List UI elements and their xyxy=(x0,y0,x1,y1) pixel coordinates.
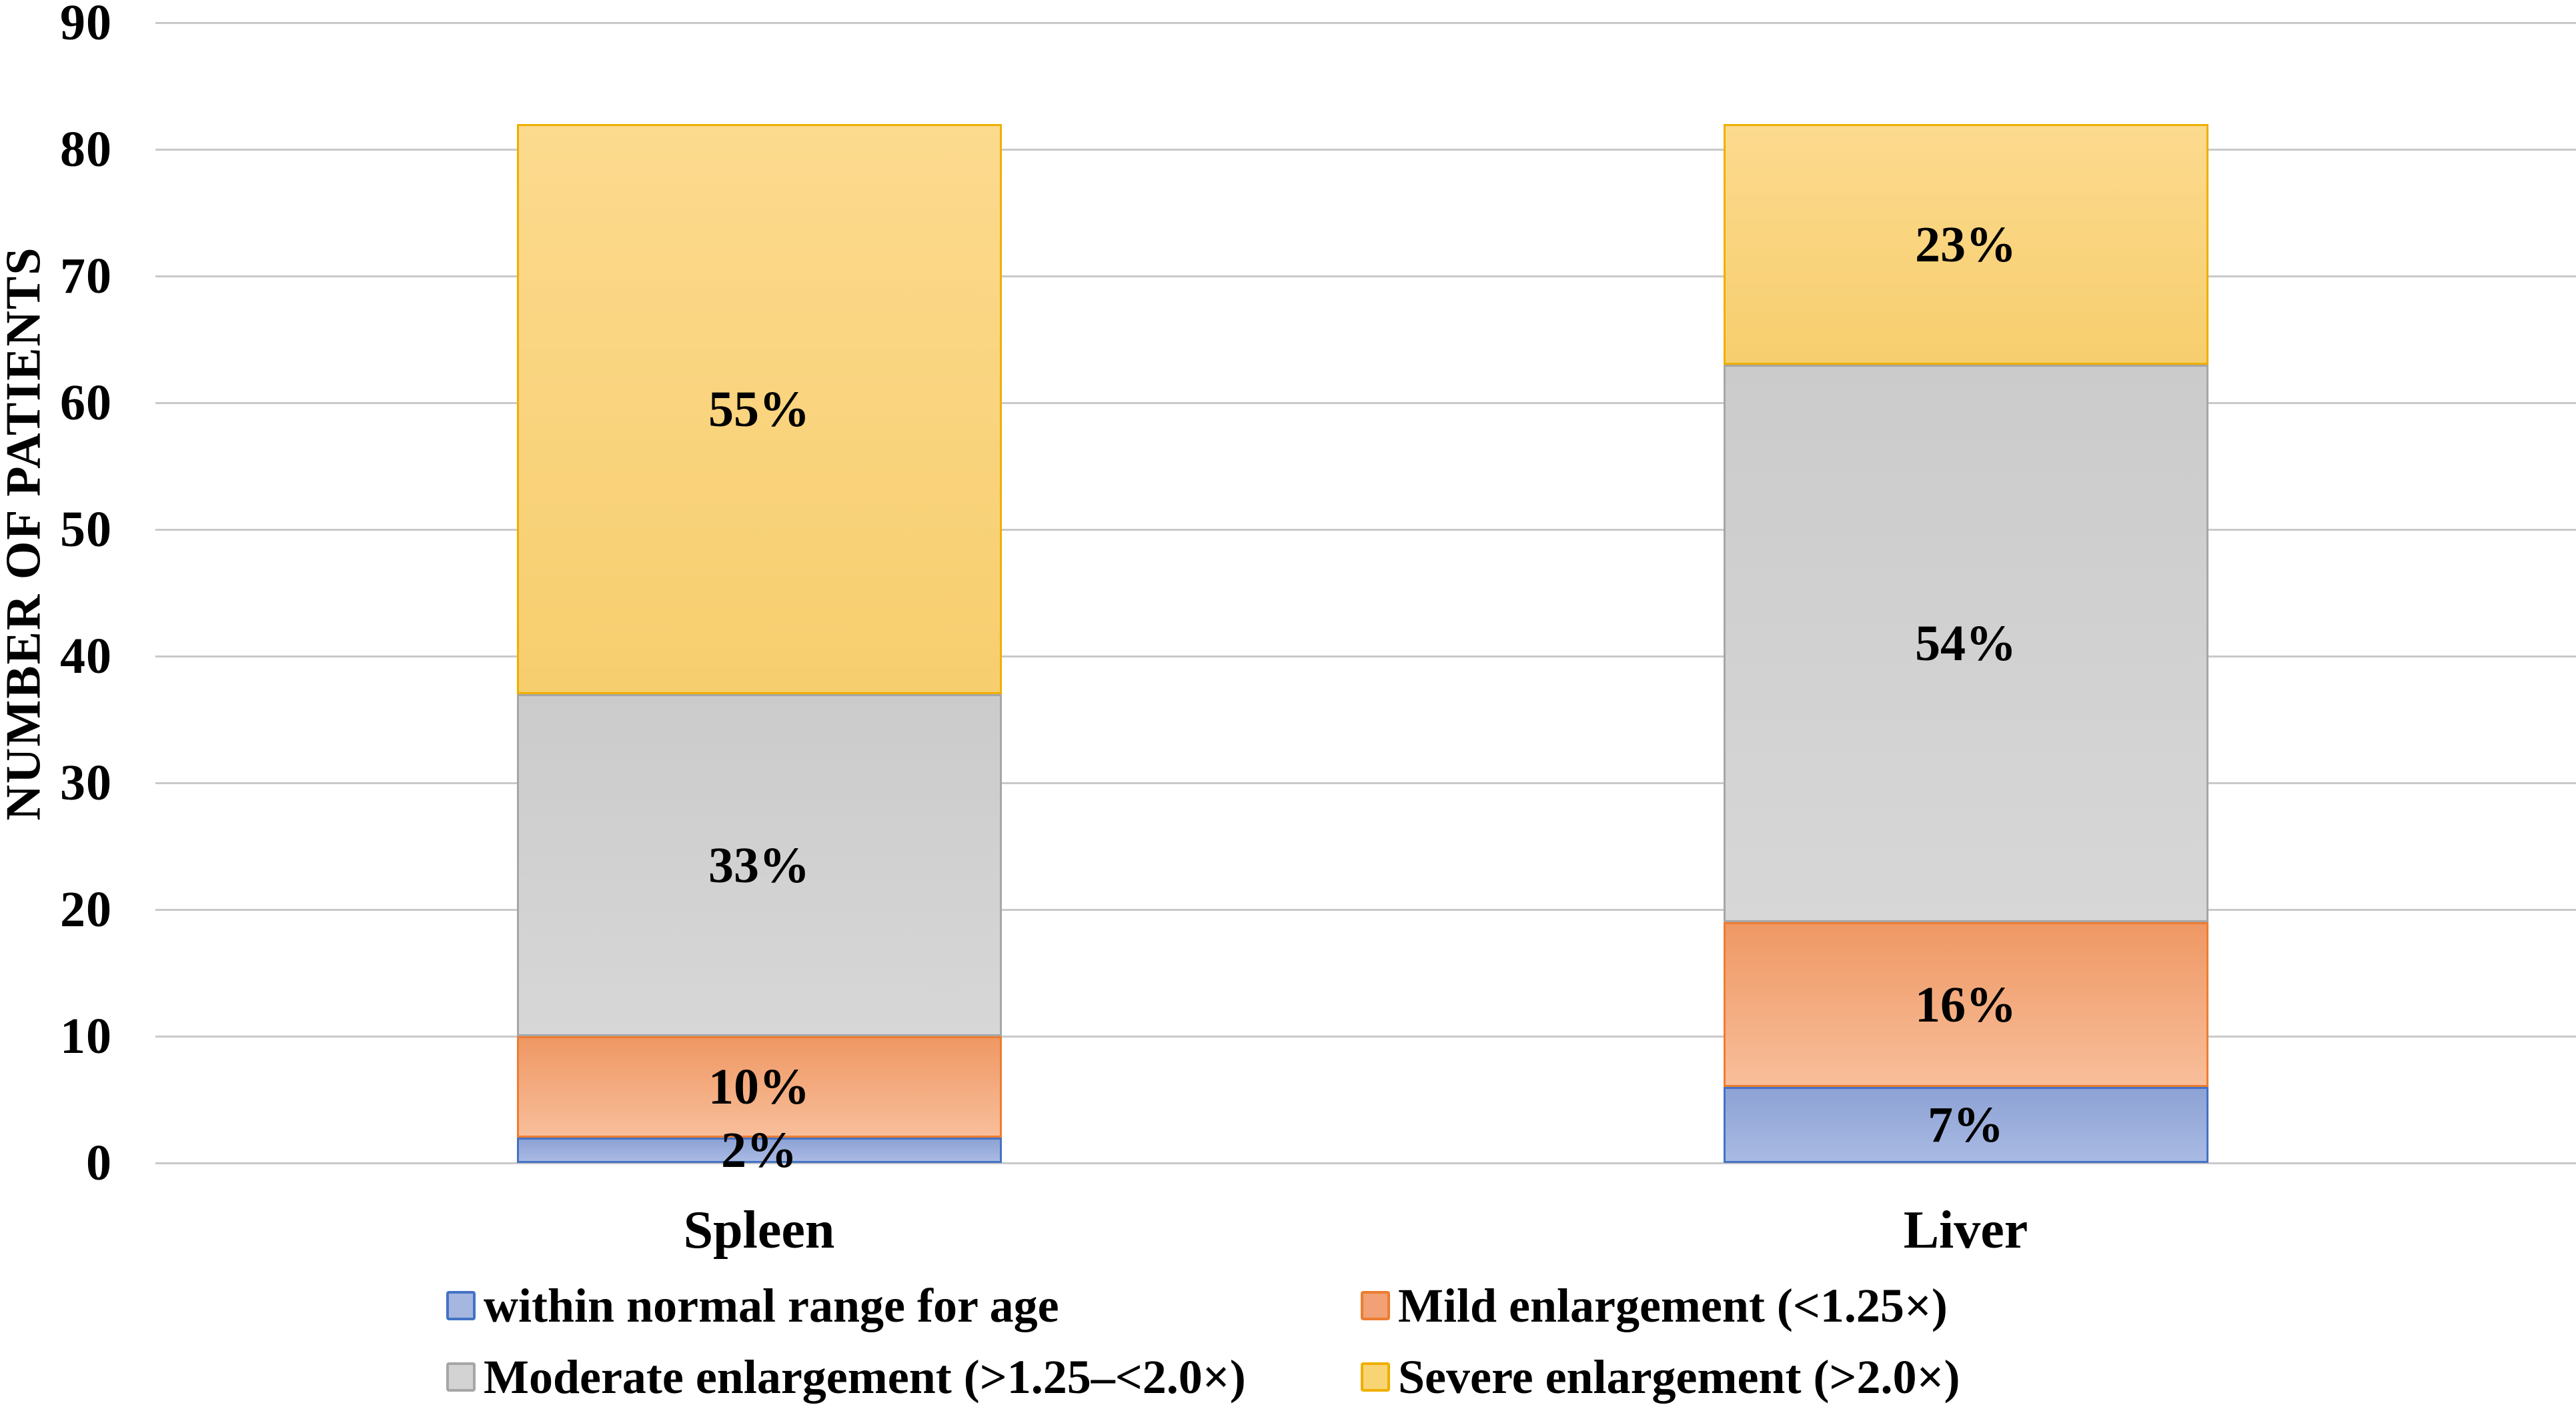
y-tick-label-10: 10 xyxy=(60,1008,112,1064)
gridline-0 xyxy=(155,1162,2576,1164)
gridline-50 xyxy=(155,528,2576,531)
legend-swatch-series2 xyxy=(446,1362,476,1392)
legend-label-series3: Severe enlargement (>2.0×) xyxy=(1398,1350,1960,1404)
bar-segment-spleen-series2 xyxy=(516,694,1002,1036)
data-label-liver-series2: 54% xyxy=(1915,615,2016,671)
legend-item-series3: Severe enlargement (>2.0×) xyxy=(1361,1353,1960,1401)
legend-label-series1: Mild enlargement (<1.25×) xyxy=(1398,1279,1948,1332)
bar-spleen xyxy=(516,23,1002,1163)
data-label-spleen-series3: 55% xyxy=(708,381,810,437)
legend-item-series0: within normal range for age xyxy=(446,1282,1059,1330)
y-tick-label-20: 20 xyxy=(60,882,112,938)
data-label-spleen-series1: 10% xyxy=(708,1059,810,1115)
gridline-20 xyxy=(155,908,2576,911)
legend-swatch-series3 xyxy=(1361,1362,1390,1392)
y-tick-label-40: 40 xyxy=(60,628,112,684)
gridline-10 xyxy=(155,1035,2576,1038)
y-tick-label-70: 70 xyxy=(60,248,112,304)
category-label-liver: Liver xyxy=(1903,1201,2028,1260)
gridline-90 xyxy=(155,21,2576,24)
gridline-70 xyxy=(155,275,2576,277)
gridline-30 xyxy=(155,782,2576,784)
y-tick-label-0: 0 xyxy=(86,1135,112,1191)
y-tick-label-60: 60 xyxy=(60,375,112,431)
data-label-liver-series1: 16% xyxy=(1915,976,2016,1033)
bar-segment-liver-series0 xyxy=(1723,1087,2208,1163)
category-label-spleen: Spleen xyxy=(683,1201,835,1260)
bar-liver xyxy=(1723,23,2208,1163)
legend-item-series2: Moderate enlargement (>1.25–<2.0×) xyxy=(446,1353,1246,1401)
bar-segment-spleen-series1 xyxy=(516,1036,1002,1138)
legend-swatch-series0 xyxy=(446,1291,476,1320)
gridline-80 xyxy=(155,148,2576,151)
data-label-spleen-series2: 33% xyxy=(708,837,810,894)
bar-segment-spleen-series3 xyxy=(516,124,1002,694)
legend-label-series0: within normal range for age xyxy=(484,1279,1059,1332)
y-tick-label-30: 30 xyxy=(60,755,112,811)
y-tick-label-50: 50 xyxy=(60,501,112,557)
legend-label-series2: Moderate enlargement (>1.25–<2.0×) xyxy=(484,1350,1246,1404)
y-tick-label-90: 90 xyxy=(60,0,112,51)
data-label-liver-series0: 7% xyxy=(1928,1097,2004,1153)
data-label-spleen-series0: 2% xyxy=(721,1122,797,1178)
bar-segment-liver-series3 xyxy=(1723,124,2208,365)
legend-swatch-series1 xyxy=(1361,1291,1390,1320)
data-label-liver-series3: 23% xyxy=(1915,216,2016,273)
bar-segment-spleen-series0 xyxy=(516,1138,1002,1163)
bar-segment-liver-series1 xyxy=(1723,922,2208,1087)
gridline-40 xyxy=(155,655,2576,657)
y-tick-label-80: 80 xyxy=(60,121,112,177)
legend-item-series1: Mild enlargement (<1.25×) xyxy=(1361,1282,1948,1330)
bar-segment-liver-series2 xyxy=(1723,365,2208,922)
gridline-60 xyxy=(155,401,2576,404)
